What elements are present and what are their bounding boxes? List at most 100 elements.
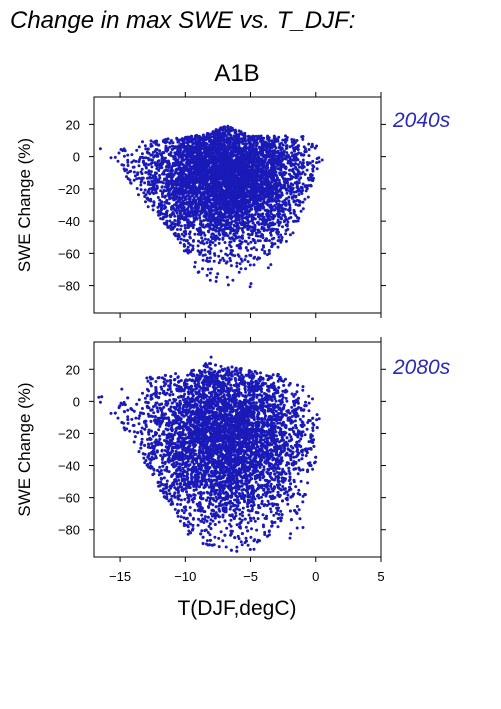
scatter-point [292,200,296,204]
scatter-point [186,220,189,224]
scatter-point [159,217,163,221]
scatter-point [226,174,230,178]
scatter-point [237,134,241,138]
scatter-point [151,183,155,187]
scatter-point [187,225,190,229]
scatter-point [210,157,214,161]
scatter-point [156,196,160,199]
scatter-point [315,144,319,148]
scatter-point [167,175,171,179]
scatter-point [217,241,221,245]
scatter-point [250,233,254,236]
scatter-point [213,137,216,141]
scatter-point [199,198,203,202]
scatter-point [173,222,177,226]
scatter-point [284,144,288,148]
scatter-point [215,209,219,213]
scatter-point [288,172,291,176]
scatter-point [139,180,143,184]
scatter-point [292,219,295,223]
scatter-point [231,211,235,215]
scatter-point [260,186,264,189]
scatter-point [195,136,199,140]
scatter-point [217,261,221,265]
scatter-point [154,142,158,146]
scatter-point [205,218,209,222]
scatter-point [239,184,243,188]
scatter-point [197,196,201,200]
scatter-point [207,159,211,163]
scatter-point [229,161,233,165]
scatter-point [163,185,167,189]
scatter-point [289,161,293,165]
scatter-point [297,189,301,193]
scatter-point [208,278,212,282]
scatter-point [247,135,250,139]
scatter-point [143,162,147,166]
scatter-point [256,239,260,243]
scatter-point [242,147,246,151]
scatter-point [266,181,269,184]
scatter-point [303,197,307,201]
scatter-point [144,171,148,174]
scatter-point [301,189,305,192]
scatter-point [195,149,199,153]
scatter-point [178,241,182,245]
scatter-point [214,229,218,233]
scatter-point [173,146,177,150]
scatter-point [177,223,181,227]
scatter-point [297,200,301,204]
scatter-point [226,147,230,151]
scatter-point [281,152,285,156]
scatter-point [237,270,241,274]
scatter-point [202,242,206,246]
scatter-point [182,195,186,199]
scatter-point [275,212,279,216]
scatter-point [194,207,198,211]
scatter-point [239,267,243,271]
scatter-point [256,160,260,164]
scatter-point [301,135,305,138]
scatter-point [221,237,225,241]
scatter-point [210,232,214,236]
scatter-point [289,182,293,186]
scatter-point [278,181,282,185]
scatter-point [238,149,242,153]
scatter-point [174,152,178,156]
scatter-point [250,168,254,172]
scatter-point [213,195,217,199]
scatter-point [290,195,294,199]
scatter-point [165,200,169,204]
scatter-point [195,140,199,144]
scatter-point [285,191,289,195]
scatter-point [167,194,171,198]
scatter-point [224,134,228,138]
scatter-point [296,163,300,167]
scatter-point [182,249,186,253]
scatter-point [139,188,143,192]
scatter-point [233,188,237,192]
scatter-point [165,179,169,183]
scatter-point [221,168,225,172]
scatter-point [117,151,121,155]
scatter-point [250,159,254,163]
scatter-point [284,232,288,236]
scatter-point [252,263,256,267]
scatter-point [265,228,269,232]
scatter-point [285,154,289,158]
scatter-point [198,140,202,144]
scatter-point [262,229,266,233]
scatter-point [165,221,169,225]
scatter-point [201,133,205,137]
scatter-point [280,146,284,150]
scatter-point [203,248,207,252]
scatter-point [287,199,291,203]
scatter-point [288,233,292,237]
scatter-point [186,245,190,249]
scatter-point [284,239,288,243]
scatter-point [247,141,251,145]
scatter-point [221,177,225,181]
scatter-point [122,167,126,171]
scatter-point [227,179,231,183]
scatter-point [249,254,253,257]
